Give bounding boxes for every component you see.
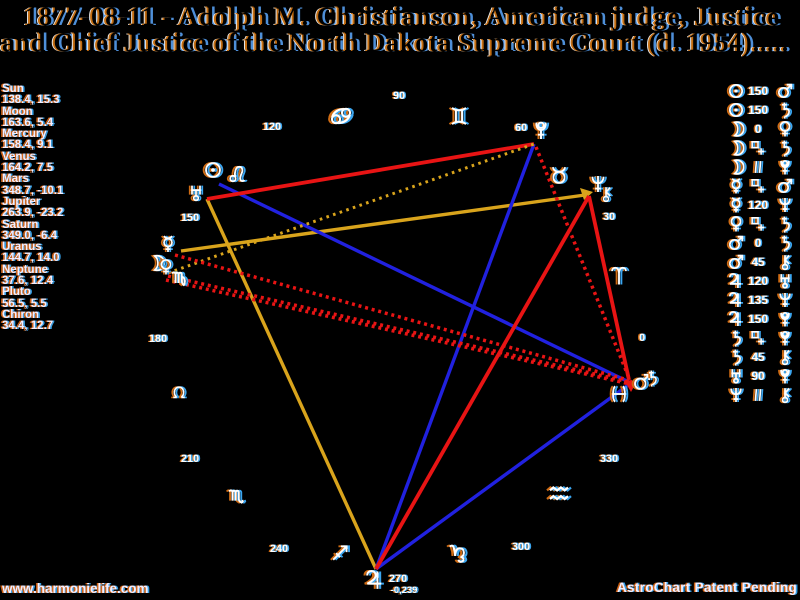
svg-text:90: 90 <box>393 90 405 102</box>
svg-text:330: 330 <box>600 453 618 465</box>
svg-text:30: 30 <box>603 211 615 223</box>
svg-text:120: 120 <box>749 198 769 212</box>
svg-text:120: 120 <box>749 274 769 288</box>
svg-text:90: 90 <box>394 90 406 102</box>
svg-text:150: 150 <box>747 84 767 98</box>
svg-text:180: 180 <box>147 333 165 345</box>
svg-text:-0,239: -0,239 <box>392 585 419 596</box>
svg-text:90: 90 <box>750 369 764 383</box>
svg-text:240: 240 <box>271 543 289 555</box>
svg-text:150: 150 <box>181 212 199 224</box>
svg-text:330: 330 <box>598 453 616 465</box>
svg-text:30: 30 <box>604 211 616 223</box>
svg-text:120: 120 <box>261 121 279 133</box>
svg-text:0: 0 <box>756 122 763 136</box>
svg-text:60: 60 <box>515 122 527 134</box>
svg-text:210: 210 <box>182 453 200 465</box>
svg-text:45: 45 <box>750 255 764 269</box>
svg-text:150: 150 <box>748 103 768 117</box>
svg-text:120: 120 <box>747 274 767 288</box>
svg-text:300: 300 <box>513 541 531 553</box>
svg-text:180: 180 <box>150 333 168 345</box>
svg-text:90: 90 <box>753 369 767 383</box>
svg-text:270: 270 <box>390 573 408 585</box>
svg-text:150: 150 <box>747 103 767 117</box>
svg-text:330: 330 <box>601 453 619 465</box>
svg-text:60: 60 <box>516 122 528 134</box>
svg-text:270: 270 <box>389 573 407 585</box>
svg-text:150: 150 <box>749 84 769 98</box>
svg-text:180: 180 <box>149 333 167 345</box>
svg-text:240: 240 <box>268 543 286 555</box>
svg-text:240: 240 <box>270 543 288 555</box>
svg-text:0: 0 <box>756 236 763 250</box>
svg-text:45: 45 <box>751 350 765 364</box>
svg-text:300: 300 <box>510 541 528 553</box>
svg-text:0: 0 <box>639 332 645 344</box>
svg-text:45: 45 <box>753 255 767 269</box>
svg-text:150: 150 <box>748 312 768 326</box>
svg-text:30: 30 <box>601 211 613 223</box>
svg-text:45: 45 <box>751 255 765 269</box>
svg-text:120: 120 <box>747 198 767 212</box>
svg-text:135: 135 <box>749 293 769 307</box>
svg-text:270: 270 <box>387 573 405 585</box>
svg-text:90: 90 <box>751 369 765 383</box>
svg-text:0: 0 <box>638 332 644 344</box>
svg-text:0: 0 <box>755 236 762 250</box>
svg-text:150: 150 <box>748 84 768 98</box>
svg-text:0: 0 <box>753 236 760 250</box>
svg-text:120: 120 <box>748 274 768 288</box>
svg-text:150: 150 <box>179 212 197 224</box>
svg-text:150: 150 <box>182 212 200 224</box>
svg-text:135: 135 <box>747 293 767 307</box>
svg-text:120: 120 <box>264 121 282 133</box>
svg-text:60: 60 <box>513 122 525 134</box>
svg-text:-0,239: -0,239 <box>389 585 416 596</box>
svg-text:0: 0 <box>755 122 762 136</box>
svg-text:135: 135 <box>748 293 768 307</box>
svg-text:150: 150 <box>749 103 769 117</box>
svg-text:120: 120 <box>748 198 768 212</box>
svg-text:90: 90 <box>391 90 403 102</box>
svg-text:150: 150 <box>747 312 767 326</box>
svg-text:0: 0 <box>640 332 646 344</box>
svg-text:-0,239: -0,239 <box>391 585 418 596</box>
svg-text:0: 0 <box>753 122 760 136</box>
svg-text:120: 120 <box>263 121 281 133</box>
svg-text:300: 300 <box>512 541 530 553</box>
svg-text:210: 210 <box>181 453 199 465</box>
svg-text:210: 210 <box>179 453 197 465</box>
svg-text:150: 150 <box>749 312 769 326</box>
svg-text:45: 45 <box>753 350 767 364</box>
svg-text:45: 45 <box>750 350 764 364</box>
